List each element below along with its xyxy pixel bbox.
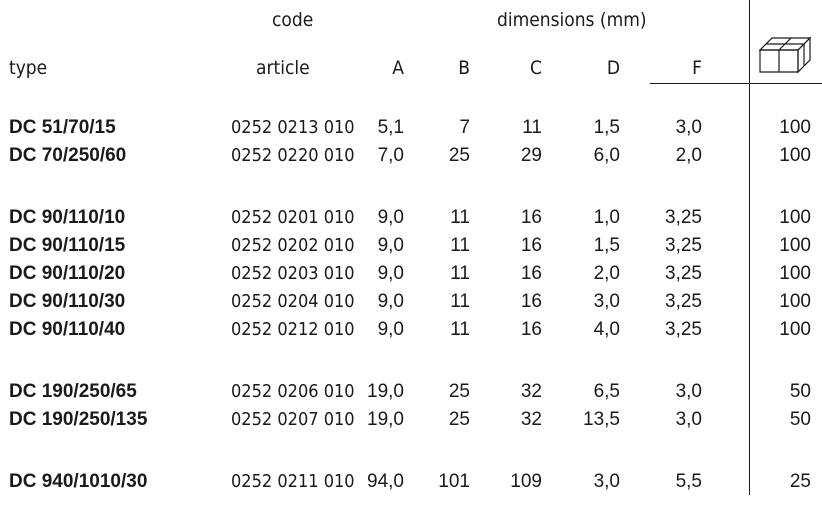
row-type: DC 90/110/10	[9, 207, 126, 228]
row-type: DC 90/110/15	[9, 235, 126, 256]
row-dim-f: 5,5	[675, 471, 702, 492]
row-dim-f: 3,25	[665, 263, 702, 284]
row-dim-b: 11	[450, 263, 470, 284]
row-quantity: 100	[779, 145, 811, 166]
row-dim-c: 16	[520, 235, 542, 256]
row-code: 0252 0207 010	[231, 409, 355, 430]
row-dim-d: 3,0	[593, 291, 620, 312]
row-dim-a: 9,0	[377, 263, 404, 284]
row-dim-f: 2,0	[675, 145, 702, 166]
row-code: 0252 0203 010	[231, 263, 355, 284]
header-col-f: F	[692, 57, 702, 79]
row-dim-d: 1,5	[593, 117, 620, 138]
row-dim-a: 19,0	[367, 409, 404, 430]
row-dim-a: 7,0	[377, 145, 404, 166]
row-dim-b: 25	[448, 409, 470, 430]
row-dim-f: 3,0	[675, 409, 702, 430]
row-dim-b: 25	[448, 145, 470, 166]
row-dim-f: 3,25	[665, 319, 702, 340]
row-quantity: 100	[779, 235, 811, 256]
header-col-c: C	[530, 57, 542, 79]
row-type: DC 51/70/15	[9, 117, 116, 138]
row-dim-a: 94,0	[367, 471, 404, 492]
row-code: 0252 0220 010	[231, 145, 355, 166]
row-dim-d: 3,0	[593, 471, 620, 492]
header-article: article	[256, 57, 310, 79]
row-dim-f: 3,25	[665, 235, 702, 256]
row-dim-c: 29	[520, 145, 542, 166]
header-col-b: B	[458, 57, 470, 79]
row-code: 0252 0213 010	[231, 117, 355, 138]
row-type: DC 90/110/40	[9, 319, 126, 340]
header-col-a: A	[392, 57, 404, 79]
row-quantity: 100	[779, 291, 811, 312]
row-code: 0252 0212 010	[231, 319, 355, 340]
row-dim-c: 16	[520, 319, 542, 340]
row-dim-c: 32	[520, 381, 542, 402]
row-dim-b: 11	[450, 291, 470, 312]
row-dim-b: 11	[450, 235, 470, 256]
row-code: 0252 0211 010	[231, 471, 355, 492]
row-dim-d: 2,0	[593, 263, 620, 284]
row-quantity: 100	[779, 319, 811, 340]
row-dim-a: 9,0	[377, 235, 404, 256]
row-dim-b: 25	[448, 381, 470, 402]
header-underline	[650, 83, 822, 84]
header-col-d: D	[606, 57, 620, 79]
row-code: 0252 0204 010	[231, 291, 355, 312]
row-dim-d: 6,5	[593, 381, 620, 402]
row-dim-b: 11	[450, 319, 470, 340]
row-type: DC 90/110/30	[9, 291, 126, 312]
row-dim-c: 11	[522, 117, 542, 138]
row-dim-b: 101	[438, 471, 470, 492]
row-dim-b: 11	[450, 207, 470, 228]
row-dim-a: 9,0	[377, 207, 404, 228]
row-dim-a: 9,0	[377, 291, 404, 312]
column-divider	[749, 0, 750, 495]
row-dim-c: 16	[520, 263, 542, 284]
row-dim-a: 9,0	[377, 319, 404, 340]
row-dim-b: 7	[459, 117, 470, 138]
row-dim-f: 3,25	[665, 291, 702, 312]
header-dimensions: dimensions (mm)	[497, 9, 647, 31]
row-quantity: 100	[779, 263, 811, 284]
box-icon	[758, 36, 812, 74]
row-quantity: 50	[789, 381, 811, 402]
row-type: DC 70/250/60	[9, 145, 127, 166]
row-dim-c: 109	[510, 471, 542, 492]
row-quantity: 100	[779, 207, 811, 228]
row-type: DC 190/250/65	[9, 381, 137, 402]
row-dim-f: 3,0	[675, 117, 702, 138]
row-dim-c: 16	[520, 207, 542, 228]
row-dim-d: 1,0	[593, 207, 620, 228]
row-dim-c: 32	[520, 409, 542, 430]
row-dim-f: 3,25	[665, 207, 702, 228]
row-quantity: 50	[789, 409, 811, 430]
row-quantity: 100	[779, 117, 811, 138]
row-code: 0252 0206 010	[231, 381, 355, 402]
header-type: type	[9, 57, 48, 79]
row-code: 0252 0201 010	[231, 207, 355, 228]
row-quantity: 25	[789, 471, 811, 492]
row-type: DC 90/110/20	[9, 263, 126, 284]
row-dim-a: 5,1	[377, 117, 404, 138]
row-dim-d: 1,5	[593, 235, 620, 256]
header-code: code	[272, 9, 314, 31]
row-type: DC 940/1010/30	[9, 471, 148, 492]
row-dim-f: 3,0	[675, 381, 702, 402]
row-type: DC 190/250/135	[9, 409, 148, 430]
row-dim-a: 19,0	[367, 381, 404, 402]
row-code: 0252 0202 010	[231, 235, 355, 256]
row-dim-c: 16	[520, 291, 542, 312]
row-dim-d: 6,0	[593, 145, 620, 166]
row-dim-d: 13,5	[583, 409, 620, 430]
row-dim-d: 4,0	[593, 319, 620, 340]
